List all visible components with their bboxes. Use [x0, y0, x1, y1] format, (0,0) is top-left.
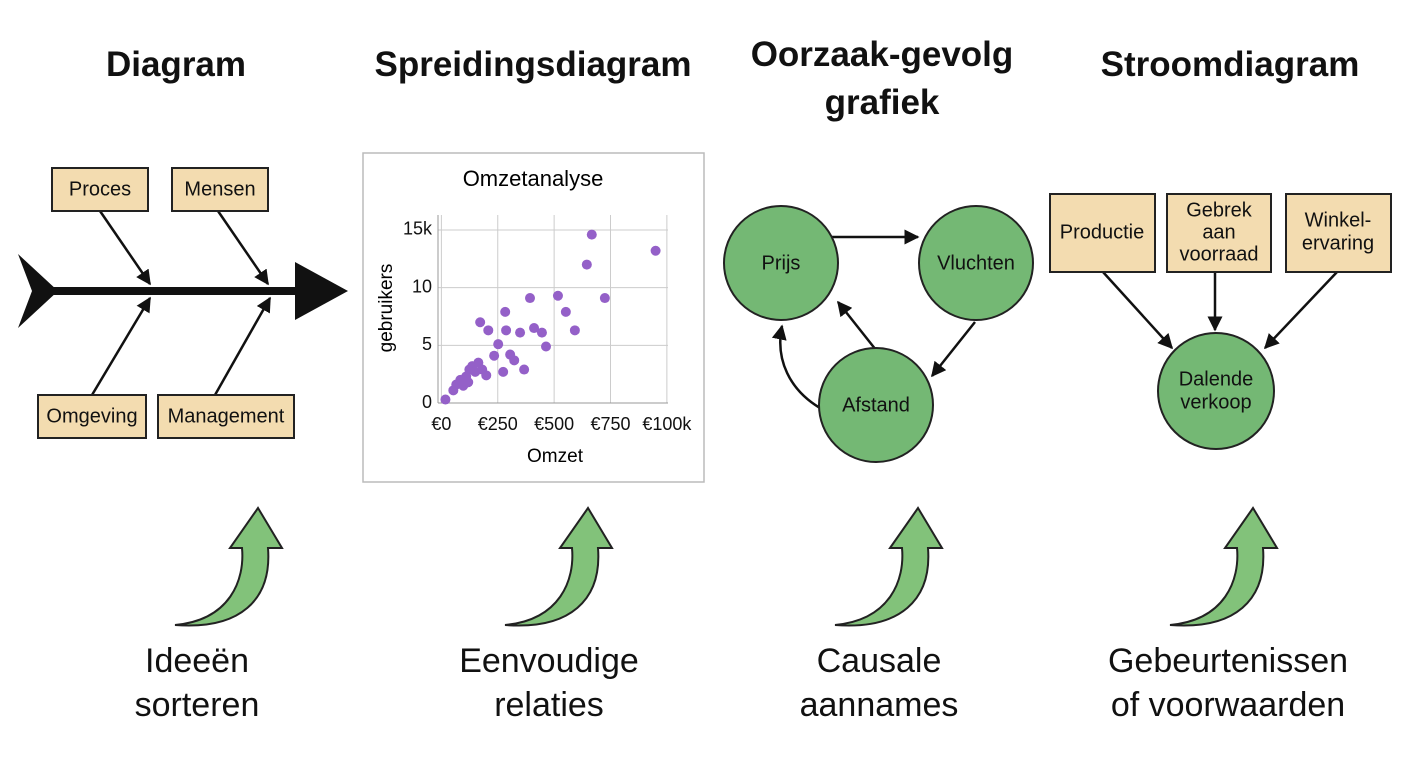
- scatter-point: [475, 317, 486, 328]
- caption: Eenvoudige: [459, 642, 639, 680]
- x-tick-label: €250: [478, 414, 518, 434]
- chart-frame: [362, 152, 705, 483]
- scatter-point: [489, 350, 500, 361]
- scatter-point: [463, 377, 474, 388]
- scatter-point: [599, 293, 610, 304]
- flow: Productie Gebrek aan voorraad Winkel- er…: [1049, 193, 1392, 450]
- caption: Causale: [817, 642, 942, 680]
- cause-effect: Prijs Vluchten Afstand: [723, 205, 1034, 463]
- scatter-point: [509, 355, 520, 366]
- box-label: Proces: [69, 178, 131, 200]
- scatter-point: [493, 339, 504, 350]
- y-tick-label: 10: [412, 276, 432, 296]
- box-label: Productie: [1060, 221, 1145, 243]
- box-label: Winkel-: [1305, 209, 1372, 231]
- caption: relaties: [494, 686, 604, 724]
- scatter-point: [500, 306, 511, 317]
- box-label: Mensen: [184, 178, 255, 200]
- scatter-point: [536, 327, 547, 338]
- node-label: verkoop: [1180, 391, 1251, 413]
- panel-title: Spreidingsdiagram: [374, 45, 691, 84]
- node-label: Dalende: [1179, 368, 1254, 390]
- caption: aannames: [800, 686, 959, 724]
- caption: Gebeurtenissen: [1108, 642, 1348, 680]
- caption: sorteren: [135, 686, 260, 724]
- box-label: Omgeving: [46, 405, 137, 427]
- x-tick-label: €100k: [642, 414, 692, 434]
- scatter-point: [552, 290, 563, 301]
- node-label: Prijs: [762, 252, 801, 274]
- box-label: Management: [168, 405, 285, 427]
- y-tick-label: 0: [422, 392, 432, 412]
- scatter-point: [519, 364, 530, 375]
- scatter-point: [650, 245, 661, 256]
- y-axis-label: gebruikers: [376, 264, 397, 353]
- scatter-point: [560, 306, 571, 317]
- green-arrow: [174, 506, 284, 627]
- box-label: ervaring: [1302, 232, 1374, 254]
- x-tick-label: €0: [431, 414, 451, 434]
- scatter-point: [481, 370, 492, 381]
- box-label: Gebrek: [1186, 199, 1253, 221]
- scatter-point: [525, 293, 535, 304]
- scatter-point: [586, 229, 597, 240]
- node-label: Afstand: [842, 394, 910, 416]
- green-arrow: [834, 506, 944, 627]
- panel-title: Oorzaak-gevolg: [751, 35, 1014, 74]
- fishbone: Proces Mensen Omgeving Management: [18, 167, 348, 439]
- scatter-point: [440, 394, 451, 405]
- scatter-point: [581, 259, 592, 270]
- panel-title: grafiek: [825, 83, 940, 122]
- x-tick-label: €750: [590, 414, 630, 434]
- x-tick-label: €500: [534, 414, 574, 434]
- scatter-point: [569, 325, 580, 336]
- caption: of voorwaarden: [1111, 686, 1345, 724]
- y-tick-label: 5: [422, 334, 432, 354]
- panel-title: Stroomdiagram: [1101, 45, 1360, 84]
- caption: Ideeën: [145, 642, 249, 680]
- scatter-plot: 0 5 10 15k €0 €250 €500 €750 €100k: [403, 215, 692, 434]
- y-tick-label: 15k: [403, 219, 433, 239]
- x-axis-label: Omzet: [527, 446, 584, 467]
- green-arrow: [504, 506, 614, 627]
- scatter-point: [483, 325, 494, 336]
- green-arrow: [1169, 506, 1279, 627]
- scatter-point: [501, 325, 512, 336]
- box-label: voorraad: [1180, 243, 1259, 265]
- scatter-point: [515, 327, 526, 338]
- node-label: Vluchten: [937, 252, 1015, 274]
- scatter-point: [498, 366, 509, 377]
- scatter-point: [529, 323, 540, 334]
- chart-title: Omzetanalyse: [463, 166, 604, 191]
- scatter-point: [541, 341, 552, 352]
- panel-title: Diagram: [106, 45, 246, 84]
- box-label: aan: [1202, 221, 1235, 243]
